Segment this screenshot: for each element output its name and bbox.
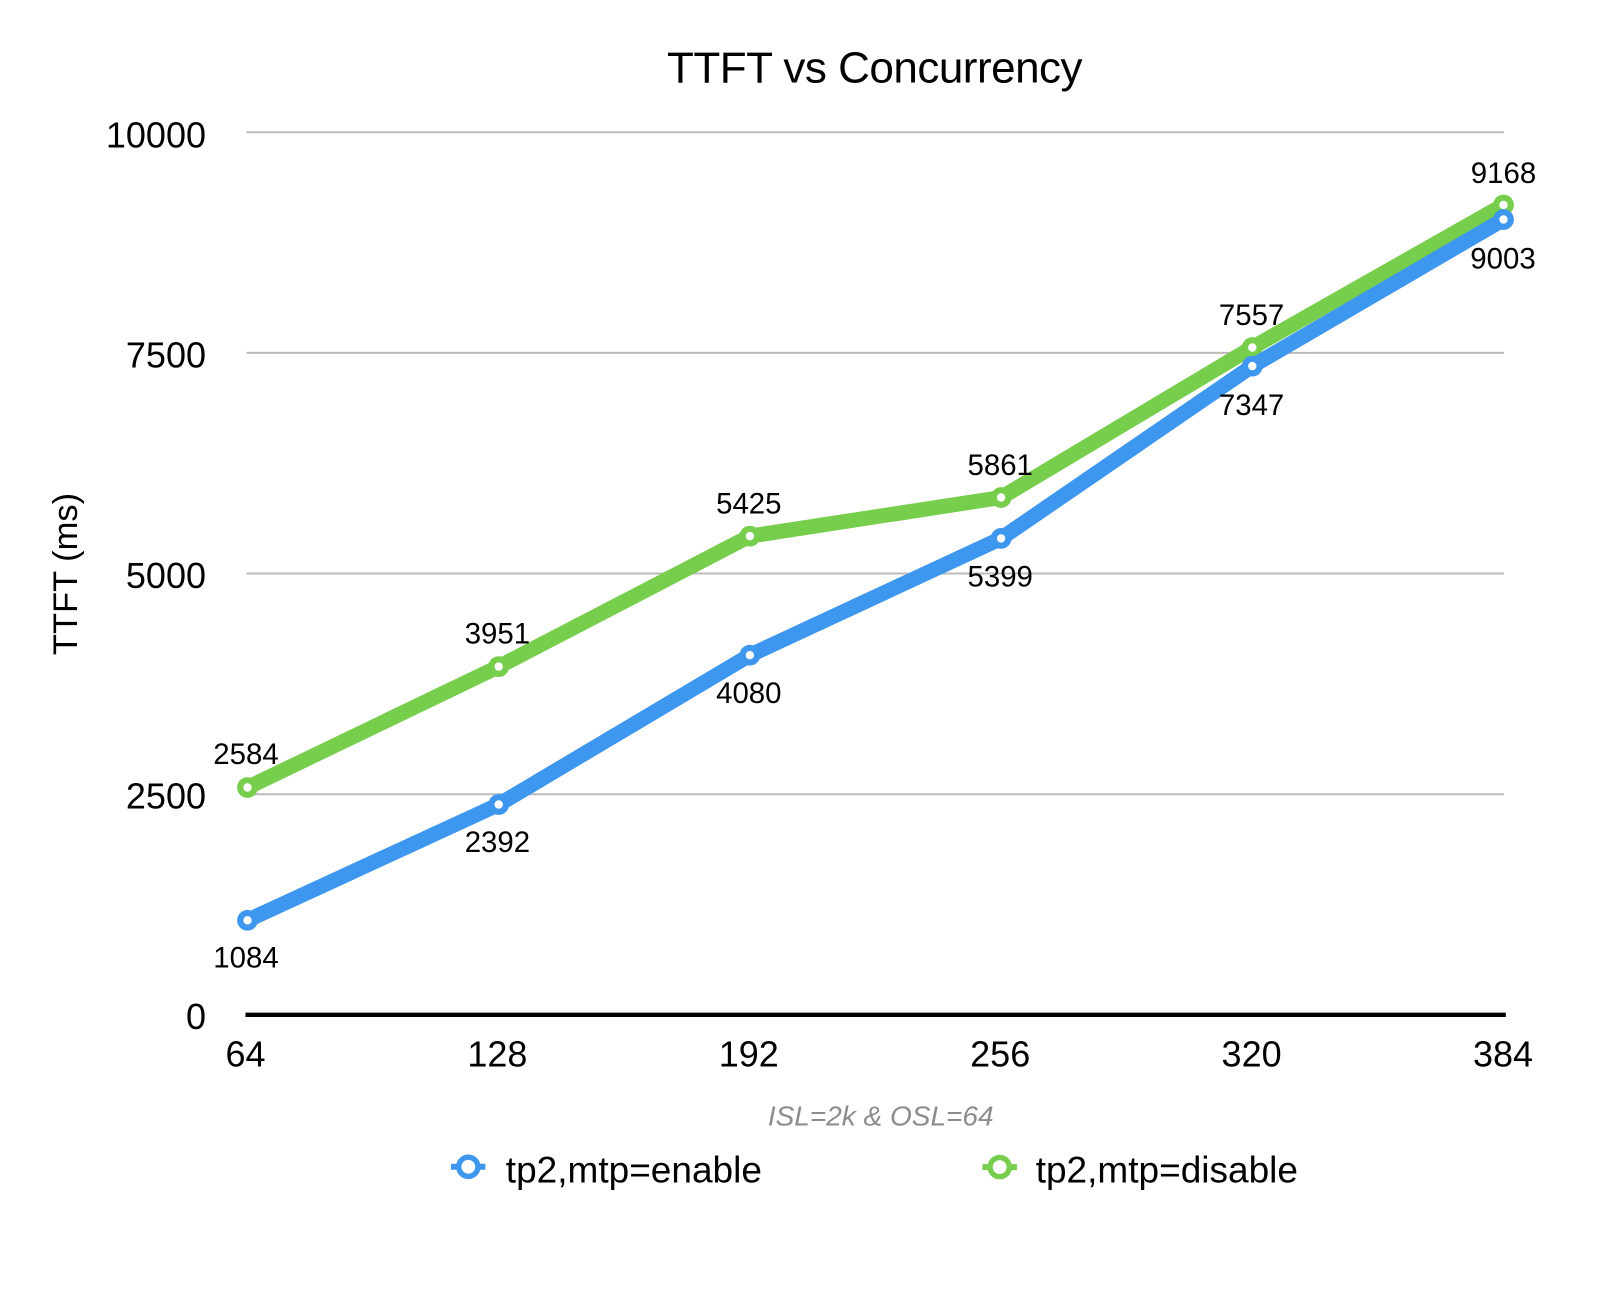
svg-text:9168: 9168 — [1471, 157, 1536, 190]
svg-text:2500: 2500 — [126, 776, 206, 817]
svg-text:10000: 10000 — [106, 114, 206, 155]
svg-text:192: 192 — [719, 1034, 779, 1075]
svg-text:9003: 9003 — [1470, 243, 1535, 276]
svg-text:tp2,mtp=enable: tp2,mtp=enable — [506, 1150, 762, 1191]
svg-text:384: 384 — [1473, 1034, 1533, 1075]
svg-text:1084: 1084 — [213, 942, 278, 975]
svg-text:TTFT (ms): TTFT (ms) — [47, 493, 85, 655]
svg-text:256: 256 — [970, 1034, 1030, 1075]
svg-text:128: 128 — [467, 1034, 527, 1075]
svg-text:320: 320 — [1222, 1034, 1282, 1075]
svg-text:7557: 7557 — [1219, 299, 1284, 332]
svg-text:2584: 2584 — [213, 738, 278, 771]
svg-text:7500: 7500 — [126, 334, 206, 375]
svg-text:ISL=2k & OSL=64: ISL=2k & OSL=64 — [768, 1101, 994, 1132]
svg-text:4080: 4080 — [716, 677, 781, 710]
svg-text:TTFT vs Concurrency: TTFT vs Concurrency — [667, 44, 1083, 93]
svg-text:7347: 7347 — [1219, 389, 1284, 422]
svg-text:5000: 5000 — [126, 555, 206, 596]
svg-text:0: 0 — [186, 996, 206, 1037]
svg-text:64: 64 — [225, 1034, 265, 1075]
svg-text:5425: 5425 — [716, 487, 781, 520]
svg-text:2392: 2392 — [465, 826, 530, 859]
svg-text:3951: 3951 — [465, 617, 530, 650]
svg-text:5861: 5861 — [968, 449, 1033, 482]
svg-text:tp2,mtp=disable: tp2,mtp=disable — [1036, 1150, 1298, 1191]
svg-text:5399: 5399 — [968, 561, 1033, 594]
